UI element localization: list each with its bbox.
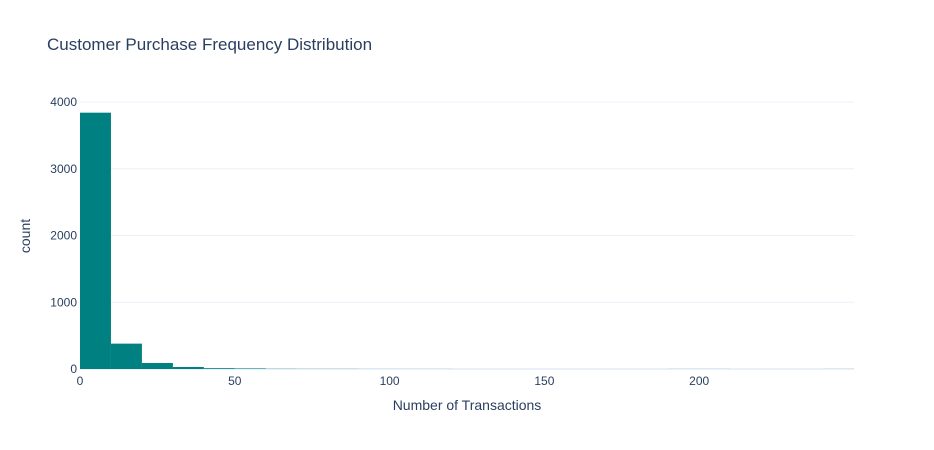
histogram-bar[interactable] bbox=[172, 366, 204, 369]
y-tick-label: 0 bbox=[70, 362, 77, 376]
y-axis-ticks: 0 1000 2000 3000 4000 bbox=[50, 95, 77, 376]
x-axis-ticks: 0 50 100 150 200 bbox=[77, 374, 710, 388]
bars bbox=[80, 112, 854, 370]
histogram-bar[interactable] bbox=[141, 362, 173, 369]
y-tick-label: 3000 bbox=[50, 162, 77, 176]
x-tick-label: 50 bbox=[228, 374, 242, 388]
x-axis-title: Number of Transactions bbox=[393, 397, 542, 413]
y-axis-title: count bbox=[17, 219, 33, 253]
y-tick-label: 2000 bbox=[50, 229, 77, 243]
gridlines bbox=[80, 101, 854, 370]
histogram-bar[interactable] bbox=[110, 343, 142, 369]
x-tick-label: 100 bbox=[380, 374, 400, 388]
histogram-bar[interactable] bbox=[234, 368, 266, 369]
x-tick-label: 150 bbox=[534, 374, 554, 388]
x-tick-label: 200 bbox=[689, 374, 709, 388]
histogram-bar[interactable] bbox=[80, 112, 111, 370]
histogram-bar[interactable] bbox=[203, 368, 235, 369]
y-tick-label: 4000 bbox=[50, 95, 77, 109]
x-tick-label: 0 bbox=[77, 374, 84, 388]
y-tick-label: 1000 bbox=[50, 295, 77, 309]
chart-title: Customer Purchase Frequency Distribution bbox=[47, 35, 372, 54]
